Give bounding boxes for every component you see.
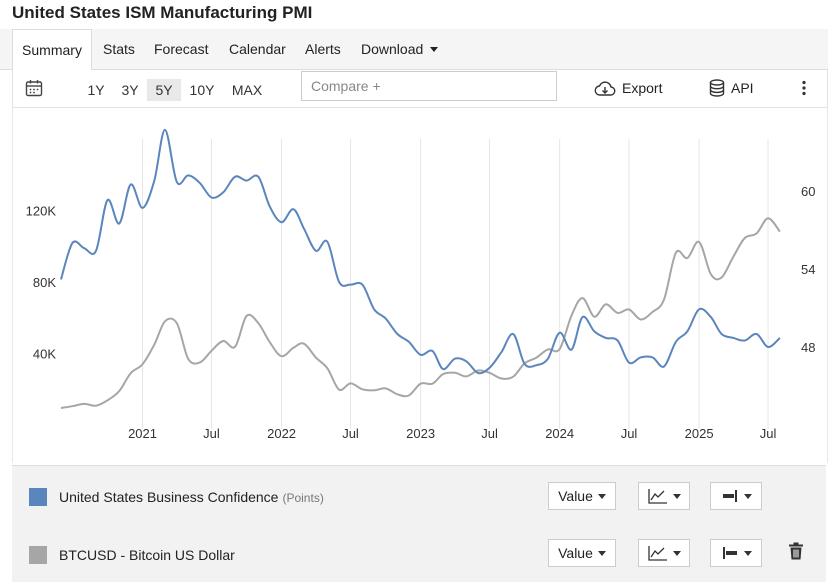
legend-series-name: United States Business Confidence (59, 489, 279, 505)
axis-right-icon (722, 490, 737, 502)
left-axis-tick-label: 120K (26, 204, 57, 219)
api-label: API (731, 80, 754, 96)
caret-down-icon (672, 551, 681, 556)
database-icon (709, 79, 725, 97)
range-1y-button[interactable]: 1Y (87, 82, 105, 98)
value-select-label: Value (558, 545, 593, 561)
caret-down-icon (597, 551, 606, 556)
page-title: United States ISM Manufacturing PMI (12, 3, 313, 22)
value-select-business-confidence[interactable]: Value (548, 482, 616, 510)
tab-calendar[interactable]: Calendar (229, 41, 286, 57)
more-options-icon[interactable] (801, 80, 807, 96)
legend-swatch-btcusd (29, 546, 47, 564)
range-3y-button[interactable]: 3Y (121, 82, 139, 98)
right-axis-tick-label: 54 (801, 262, 815, 277)
series-line-btcusd (60, 217, 781, 409)
value-select-label: Value (558, 488, 593, 504)
series-line-business-confidence (60, 128, 781, 375)
axis-select-btcusd[interactable] (710, 539, 762, 567)
right-axis-tick-label: 60 (801, 184, 815, 199)
tab-stats[interactable]: Stats (103, 41, 135, 57)
caret-down-icon (743, 494, 752, 499)
range-10y-button[interactable]: 10Y (189, 82, 215, 98)
legend-unit: (Points) (282, 491, 324, 505)
chart-toolbar: 1Y 3Y 5Y 10Y MAX Export API (12, 70, 828, 108)
value-select-btcusd[interactable]: Value (548, 539, 616, 567)
export-button[interactable]: Export (594, 77, 662, 99)
tab-download-label: Download (361, 41, 424, 57)
legend-panel: United States Business Confidence (Points… (12, 465, 826, 582)
right-axis-tick-label: 48 (801, 340, 815, 355)
tab-alerts[interactable]: Alerts (305, 41, 341, 57)
caret-down-icon (743, 551, 752, 556)
line-chart-icon (647, 489, 667, 504)
caret-down-icon (597, 494, 606, 499)
left-axis-tick-label: 80K (33, 275, 56, 290)
x-tick-label: Jul (203, 426, 220, 441)
x-tick-label: Jul (342, 426, 359, 441)
left-axis-tick-label: 40K (33, 347, 56, 362)
range-max-button[interactable]: MAX (231, 82, 263, 98)
tab-summary[interactable]: Summary (12, 29, 92, 71)
line-chart[interactable]: 2021 Jul 2022 Jul 2023 Jul 2024 Jul 2025 Jul 40K 80… (13, 107, 827, 463)
trash-icon[interactable] (788, 542, 804, 560)
legend-label-business-confidence: United States Business Confidence (Points… (59, 489, 324, 505)
x-tick-label: Jul (760, 426, 777, 441)
api-button[interactable]: API (709, 77, 754, 99)
x-tick-label: Jul (621, 426, 638, 441)
chart-type-select-business-confidence[interactable] (638, 482, 690, 510)
range-5y-button[interactable]: 5Y (147, 79, 181, 101)
axis-select-business-confidence[interactable] (710, 482, 762, 510)
tab-bar: Summary Stats Forecast Calendar Alerts D… (0, 29, 828, 71)
export-label: Export (622, 80, 663, 96)
x-tick-label: Jul (481, 426, 498, 441)
line-chart-icon (647, 546, 667, 561)
tab-forecast[interactable]: Forecast (154, 41, 209, 57)
chart-type-select-btcusd[interactable] (638, 539, 690, 567)
cloud-download-icon (594, 81, 616, 96)
compare-input[interactable] (301, 71, 557, 101)
x-tick-label: 2024 (545, 426, 574, 441)
legend-swatch-business-confidence (29, 488, 47, 506)
tab-download[interactable]: Download (361, 29, 439, 69)
calendar-icon[interactable] (25, 79, 43, 97)
caret-down-icon (430, 47, 439, 52)
chart-area: 2021 Jul 2022 Jul 2023 Jul 2024 Jul 2025 Jul 40K 80… (12, 107, 828, 463)
caret-down-icon (672, 494, 681, 499)
x-tick-label: 2023 (406, 426, 435, 441)
x-tick-label: 2025 (685, 426, 714, 441)
axis-left-icon (722, 547, 737, 559)
x-tick-label: 2021 (128, 426, 157, 441)
x-tick-label: 2022 (267, 426, 296, 441)
legend-label-btcusd: BTCUSD - Bitcoin US Dollar (59, 547, 235, 563)
